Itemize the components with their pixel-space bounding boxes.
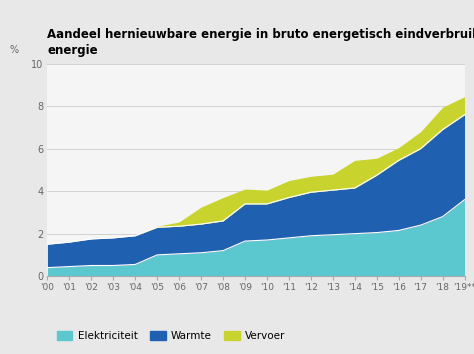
Text: %: % bbox=[10, 45, 19, 55]
Text: Aandeel hernieuwbare energie in bruto energetisch eindverbruik van
energie: Aandeel hernieuwbare energie in bruto en… bbox=[47, 28, 474, 57]
Legend: Elektriciteit, Warmte, Vervoer: Elektriciteit, Warmte, Vervoer bbox=[53, 327, 290, 345]
